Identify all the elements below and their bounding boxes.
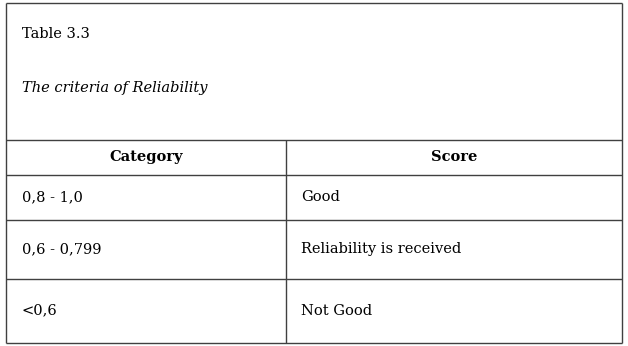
- Text: Score: Score: [431, 151, 477, 164]
- Text: Reliability is received: Reliability is received: [301, 242, 462, 256]
- Text: 0,6 - 0,799: 0,6 - 0,799: [22, 242, 102, 256]
- Text: Not Good: Not Good: [301, 303, 372, 318]
- Text: Category: Category: [109, 151, 183, 164]
- Text: 0,8 - 1,0: 0,8 - 1,0: [22, 190, 83, 204]
- Text: Table 3.3: Table 3.3: [22, 27, 90, 40]
- Text: Good: Good: [301, 190, 340, 204]
- Text: The criteria of Reliability: The criteria of Reliability: [22, 81, 207, 95]
- Text: <0,6: <0,6: [22, 303, 58, 318]
